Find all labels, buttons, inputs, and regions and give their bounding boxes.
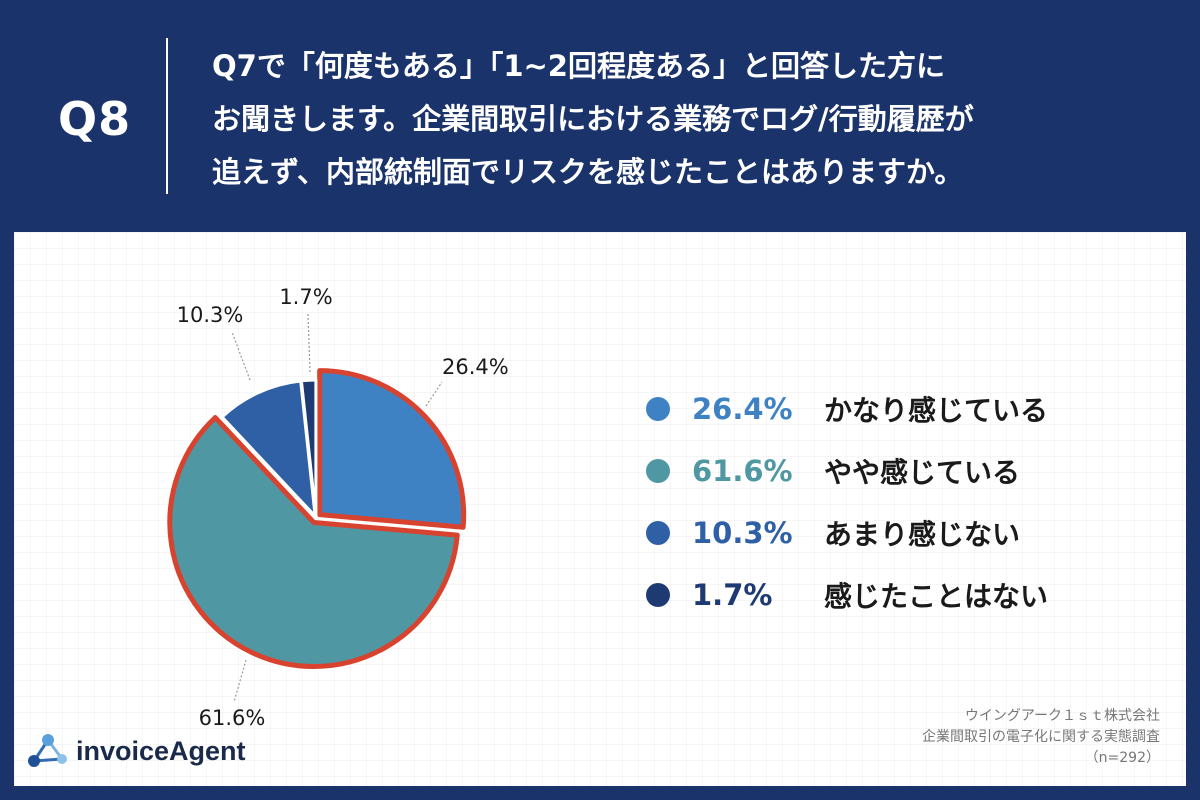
question-line-2: お聞きします。企業間取引における業務でログ/行動履歴が [212, 102, 974, 136]
leader-line [233, 659, 247, 703]
legend-item: 26.4% かなり感じている [646, 378, 1048, 440]
legend-item: 61.6% やや感じている [646, 440, 1048, 502]
pie-slice-somewhat [167, 415, 460, 669]
legend-percent: 1.7% [692, 578, 773, 612]
legend-label: 感じたことはない [824, 580, 1049, 613]
legend-dot-icon [646, 459, 670, 483]
source-survey: 企業間取引の電子化に関する実態調査 [922, 729, 1160, 745]
chart-legend: 26.4% かなり感じている 61.6% やや感じている 10.3% あまり感じ… [646, 378, 1048, 626]
legend-percent: 61.6% [692, 454, 793, 488]
question-line-3: 追えず、内部統制面でリスクを感じたことはありますか。 [212, 155, 964, 189]
legend-label: あまり感じない [824, 518, 1021, 551]
pie-chart: 26.4% 61.6% 10.3% 1.7% [167, 285, 509, 730]
legend-item: 1.7% 感じたことはない [646, 564, 1048, 626]
legend-percent: 26.4% [692, 392, 793, 426]
chart-panel: 26.4% 61.6% 10.3% 1.7% 26.4% かなり感じている 61.6%… [14, 232, 1186, 786]
source-company: ウイングアーク１ｓｔ株式会社 [964, 708, 1160, 724]
leader-line [425, 381, 443, 407]
source-sample-size: （n=292） [1084, 750, 1160, 766]
brand-logo: invoiceAgent [26, 732, 246, 770]
data-label-very-much: 26.4% [442, 355, 509, 379]
legend-percent: 10.3% [692, 516, 793, 550]
legend-dot-icon [646, 583, 670, 607]
legend-label: やや感じている [824, 456, 1021, 489]
legend-label: かなり感じている [824, 394, 1049, 427]
leader-line [231, 331, 251, 381]
question-text: Q7で「何度もある」「1~2回程度ある」と回答した方に お聞きします。企業間取引… [212, 40, 1172, 199]
invoiceagent-logo-icon [28, 734, 67, 767]
logo-text: invoiceAgent [76, 735, 246, 766]
legend-dot-icon [646, 521, 670, 545]
data-label-never: 1.7% [279, 285, 332, 309]
data-label-somewhat: 61.6% [199, 706, 266, 730]
legend-item: 10.3% あまり感じない [646, 502, 1048, 564]
question-line-1: Q7で「何度もある」「1~2回程度ある」と回答した方に [212, 49, 945, 83]
pie-slice-very-much [317, 368, 467, 530]
header-divider [166, 38, 168, 194]
question-number: Q8 [58, 92, 132, 146]
leader-line [307, 313, 311, 373]
question-header: Q8 Q7で「何度もある」「1~2回程度ある」と回答した方に お聞きします。企業… [0, 0, 1200, 232]
pie-slice-not-much [220, 379, 317, 518]
data-label-not-much: 10.3% [177, 303, 244, 327]
pie-slice-never [299, 378, 318, 518]
source-note: ウイングアーク１ｓｔ株式会社 企業間取引の電子化に関する実態調査 （n=292） [922, 706, 1160, 769]
legend-dot-icon [646, 397, 670, 421]
